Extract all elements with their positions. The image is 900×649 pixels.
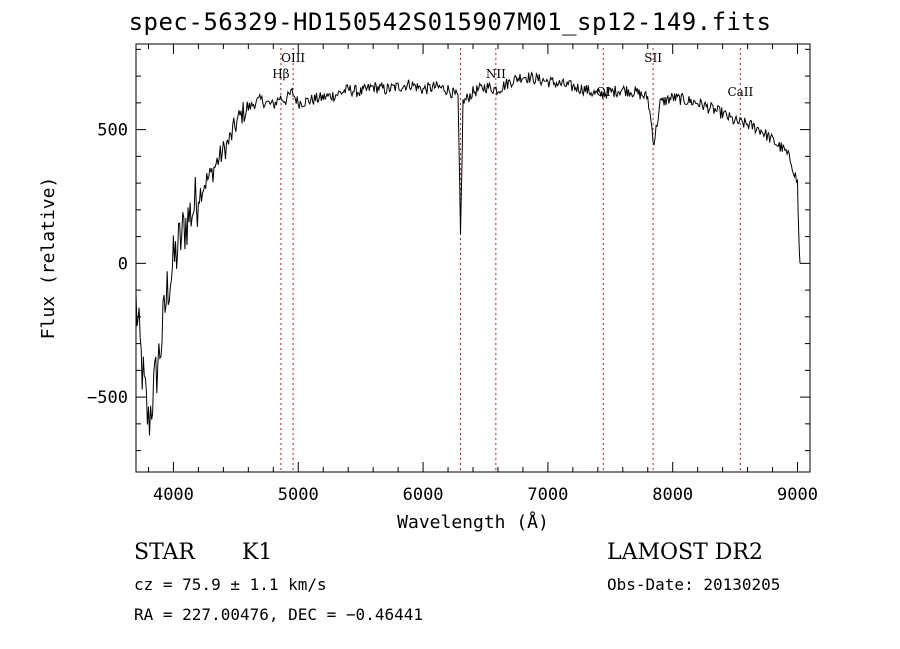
y-tick-label: 0 xyxy=(118,254,128,274)
spectrum-line xyxy=(135,71,801,436)
y-axis-label: Flux (relative) xyxy=(38,177,59,340)
line-marker-label: OIII xyxy=(281,51,305,65)
line-marker-label: NII xyxy=(486,67,506,81)
x-tick-label: 4000 xyxy=(153,485,194,505)
coordinates-text: RA = 227.00476, DEC = −0.46441 xyxy=(134,605,423,624)
x-tick-label: 8000 xyxy=(652,485,693,505)
x-tick-label: 5000 xyxy=(278,485,319,505)
redshift-text: cz = 75.9 ± 1.1 km/s xyxy=(134,575,327,594)
x-tick-label: 7000 xyxy=(527,485,568,505)
x-axis-label: Wavelength (Å) xyxy=(397,511,549,533)
line-marker-label: Hβ xyxy=(272,67,289,81)
line-marker-label: CaII xyxy=(727,85,753,99)
y-tick-label: 500 xyxy=(97,121,128,141)
object-subclass: K1 xyxy=(242,540,273,565)
x-tick-label: 9000 xyxy=(777,485,818,505)
plot-frame xyxy=(135,43,811,473)
x-tick-label: 6000 xyxy=(403,485,444,505)
object-class: STAR xyxy=(134,540,195,565)
line-marker-label: SII xyxy=(644,51,662,65)
obs-date-text: Obs-Date: 20130205 xyxy=(607,575,781,594)
survey-label: LAMOST DR2 xyxy=(607,540,763,565)
chart-title: spec-56329-HD150542S015907M01_sp12-149.f… xyxy=(128,8,772,36)
y-tick-label: −500 xyxy=(87,388,128,408)
